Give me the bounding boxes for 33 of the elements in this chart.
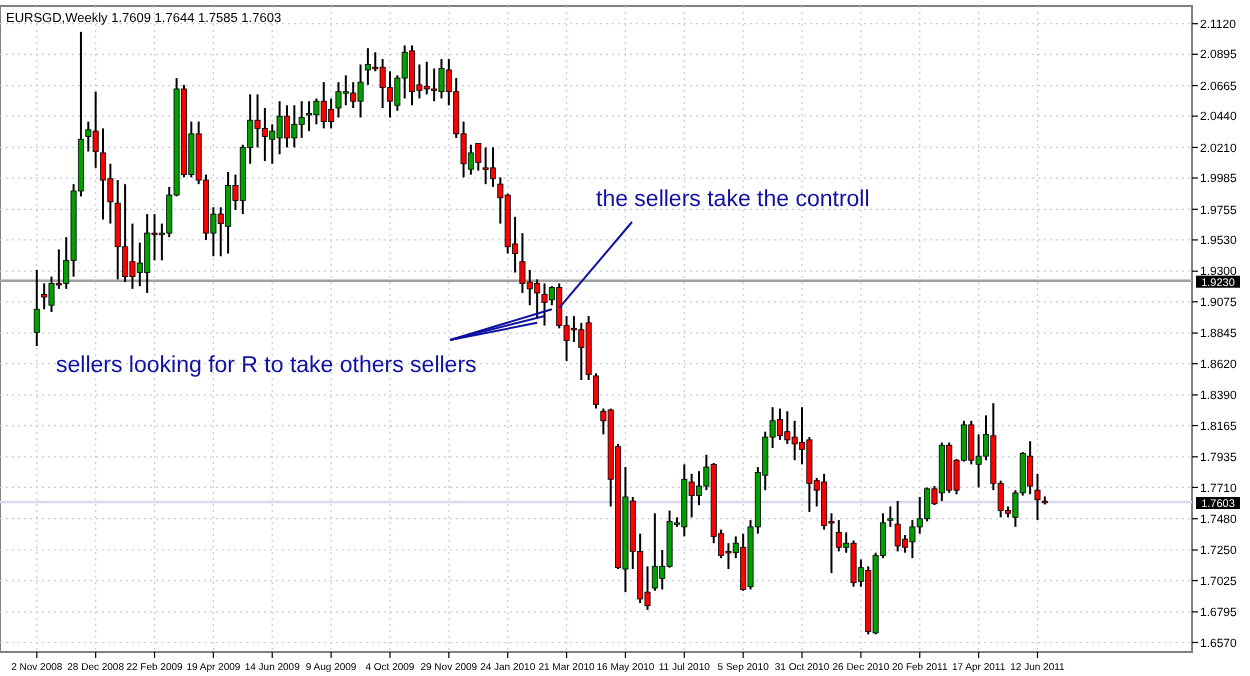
annotation: the sellers take the controll bbox=[596, 188, 870, 212]
candlestick bbox=[283, 104, 290, 149]
candlestick bbox=[320, 81, 327, 130]
candlestick bbox=[776, 407, 783, 441]
candlestick bbox=[578, 321, 585, 381]
candlestick bbox=[306, 100, 313, 133]
candlestick bbox=[534, 278, 541, 320]
candlestick bbox=[938, 441, 945, 503]
candlestick bbox=[740, 532, 747, 592]
annotation: sellers looking for R to take others sellers bbox=[56, 354, 478, 378]
candlestick bbox=[350, 81, 357, 109]
candlestick bbox=[144, 213, 151, 294]
candlestick bbox=[916, 495, 923, 535]
candlestick bbox=[342, 74, 349, 107]
candlestick bbox=[946, 441, 953, 494]
candlestick bbox=[541, 282, 548, 327]
candlestick bbox=[681, 463, 688, 538]
candlestick bbox=[850, 539, 857, 588]
candlestick bbox=[276, 100, 283, 156]
candlestick bbox=[33, 268, 40, 347]
candlestick bbox=[438, 58, 445, 100]
candlestick bbox=[423, 60, 430, 96]
candlestick bbox=[835, 519, 842, 553]
candlestick bbox=[894, 500, 901, 553]
candlestick bbox=[129, 222, 136, 290]
candlestick bbox=[291, 104, 298, 149]
candlestick bbox=[431, 67, 438, 103]
candlestick bbox=[313, 97, 320, 126]
candlestick bbox=[482, 146, 489, 186]
candlestick bbox=[122, 183, 129, 284]
candlestick bbox=[409, 44, 416, 107]
candlestick bbox=[298, 100, 305, 139]
candlestick bbox=[225, 170, 232, 255]
